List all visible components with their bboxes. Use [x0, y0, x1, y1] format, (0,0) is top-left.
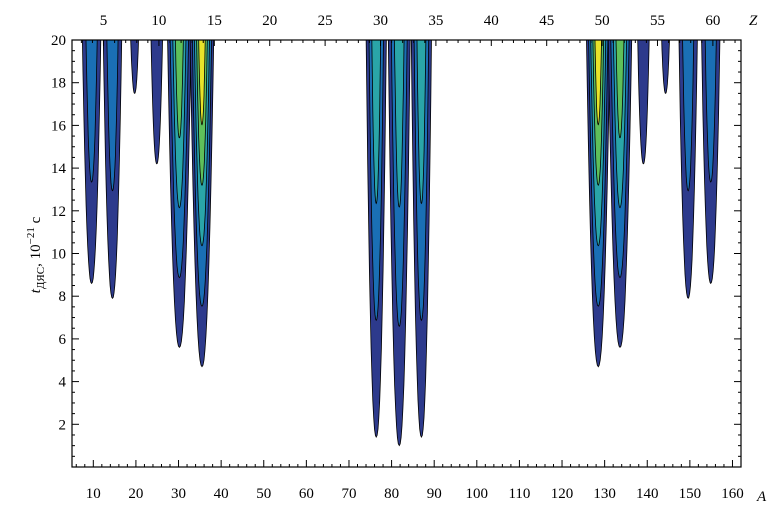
- x-tick-label: 130: [593, 486, 616, 502]
- x-tick-label: 10: [86, 486, 101, 502]
- z-tick-label: 15: [207, 13, 222, 29]
- x-tick-label: 30: [171, 486, 186, 502]
- contour-level: [594, 40, 602, 126]
- contour-level: [85, 40, 98, 183]
- x-tick-label: 90: [427, 486, 442, 502]
- x-tick-label: 100: [466, 486, 489, 502]
- top-z-axis: 5 10 15 20 25 30 35 40 45 50 55 60: [80, 13, 736, 46]
- contour-lobe: [701, 40, 721, 285]
- x-tick-label: 50: [256, 486, 271, 502]
- z-tick-label: 60: [705, 13, 720, 29]
- x-tick-label: 150: [679, 486, 702, 502]
- y-tick-label: 4: [59, 375, 67, 391]
- top-axis-letter: Z: [749, 13, 758, 29]
- z-tick-label: 30: [373, 13, 388, 29]
- contour-level: [615, 40, 625, 139]
- contour-lobe: [637, 40, 650, 165]
- contour-lobe: [387, 40, 411, 447]
- y-tick-label: 18: [51, 76, 66, 92]
- contour-level: [371, 40, 382, 205]
- x-axis-letter: A: [756, 489, 767, 505]
- x-axis: 10 20 30 40 50 60 70 80 90 100 110 120 130 140 150 160: [75, 460, 744, 502]
- contour-lobe: [189, 40, 215, 368]
- contour-lobe: [678, 40, 698, 300]
- contour-level: [106, 40, 119, 192]
- y-tick-label: 8: [59, 289, 67, 305]
- x-tick-label: 60: [299, 486, 314, 502]
- y-axis-label: tДЯС, 10−21 с: [25, 216, 47, 293]
- z-tick-label: 10: [151, 13, 166, 29]
- z-tick-label: 55: [650, 13, 665, 29]
- contour-lobes: [81, 40, 721, 447]
- z-tick-label: 40: [484, 13, 499, 29]
- contour-level: [130, 40, 139, 94]
- y-tick-label: 14: [51, 161, 67, 177]
- contour-level: [682, 40, 695, 192]
- z-tick-label: 50: [595, 13, 610, 29]
- x-tick-label: 160: [721, 486, 744, 502]
- contour-level: [637, 40, 650, 165]
- y-tick-label: 20: [51, 33, 66, 49]
- z-tick-label: 25: [318, 13, 333, 29]
- y-tick-label: 2: [59, 417, 67, 433]
- contour-lobe: [102, 40, 123, 299]
- contour-lobe: [130, 40, 139, 94]
- contour-level: [175, 40, 184, 139]
- contour-level: [198, 40, 206, 126]
- contour-level: [704, 40, 717, 183]
- y-tick-label: 12: [51, 204, 66, 220]
- z-tick-label: 5: [100, 13, 108, 29]
- z-tick-label: 45: [539, 13, 554, 29]
- x-tick-label: 80: [384, 486, 399, 502]
- z-tick-label: 35: [428, 13, 443, 29]
- x-tick-label: 120: [551, 486, 574, 502]
- y-tick-label: 6: [59, 332, 67, 348]
- contour-lobe: [586, 40, 611, 368]
- contour-lobe: [167, 40, 192, 349]
- contour-level: [150, 40, 163, 165]
- contour-lobe: [661, 40, 670, 94]
- contour-lobe: [150, 40, 163, 165]
- contour-lobe: [410, 40, 432, 438]
- contour-lobe: [607, 40, 633, 349]
- x-tick-label: 40: [214, 486, 229, 502]
- contour-lobe: [81, 40, 102, 285]
- contour-level: [416, 40, 427, 205]
- x-tick-label: 20: [128, 486, 143, 502]
- contour-lobe: [365, 40, 387, 438]
- x-tick-label: 140: [636, 486, 659, 502]
- y-axis: 2 4 6 8 10 12 14 16 18 20: [51, 33, 741, 468]
- y-tick-label: 10: [51, 247, 66, 263]
- z-tick-label: 20: [262, 13, 277, 29]
- x-tick-label: 110: [508, 486, 530, 502]
- x-tick-label: 70: [341, 486, 356, 502]
- contour-level: [394, 40, 405, 208]
- y-tick-label: 16: [51, 118, 67, 134]
- contour-level: [661, 40, 670, 94]
